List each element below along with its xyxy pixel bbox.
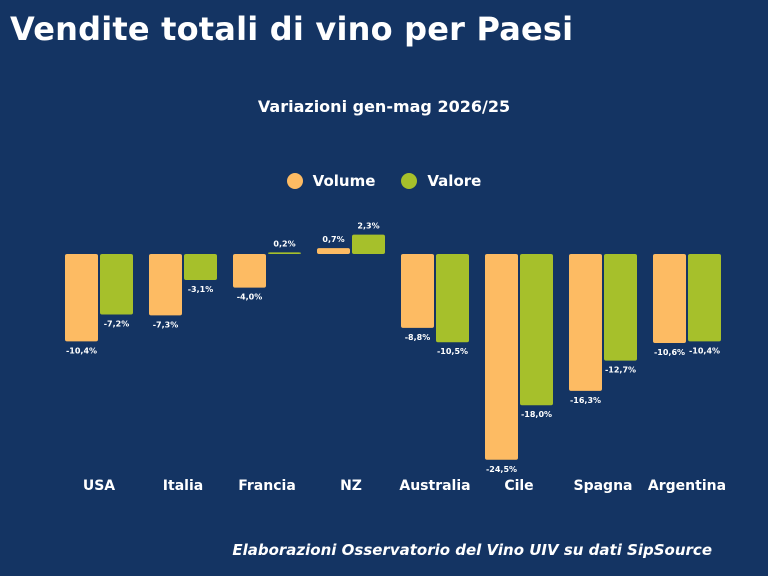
data-label-valore-francia: 0,2%: [273, 239, 295, 248]
chart-legend: Volume Valore: [0, 172, 768, 190]
bar-volume-argentina: [653, 254, 686, 344]
x-tick-label-cile: Cile: [504, 478, 533, 494]
bar-valore-francia: [268, 252, 301, 254]
data-label-valore-nz: 2,3%: [357, 222, 379, 231]
x-tick-label-italia: Italia: [163, 478, 203, 494]
data-label-valore-italia: -3,1%: [188, 285, 214, 294]
data-label-volume-spagna: -16,3%: [570, 396, 601, 405]
data-label-volume-cile: -24,5%: [486, 465, 517, 474]
bar-volume-italia: [149, 254, 182, 316]
bar-valore-nz: [352, 234, 385, 254]
x-tick-label-nz: NZ: [340, 478, 362, 494]
data-label-valore-australia: -10,5%: [437, 347, 468, 356]
data-label-valore-argentina: -10,4%: [689, 346, 720, 355]
legend-item-volume: Volume: [286, 172, 376, 190]
data-label-valore-cile: -18,0%: [521, 410, 552, 419]
data-label-valore-spagna: -12,7%: [605, 366, 636, 375]
data-label-volume-nz: 0,7%: [322, 235, 344, 244]
data-label-volume-argentina: -10,6%: [654, 348, 685, 357]
bar-volume-nz: [317, 248, 350, 254]
x-tick-label-australia: Australia: [399, 478, 470, 494]
x-tick-label-francia: Francia: [238, 478, 296, 494]
legend-swatch-volume: [286, 173, 303, 189]
legend-label-valore: Valore: [427, 172, 482, 190]
bar-valore-cile: [520, 254, 553, 406]
legend-item-valore: Valore: [401, 172, 481, 190]
bar-volume-francia: [233, 254, 266, 288]
page-title: Vendite totali di vino per Paesi: [10, 10, 574, 48]
bar-valore-usa: [100, 254, 133, 315]
x-tick-label-argentina: Argentina: [648, 478, 726, 494]
bar-volume-cile: [485, 254, 518, 460]
bar-volume-spagna: [569, 254, 602, 391]
chart-subtitle: Variazioni gen-mag 2026/25: [257, 97, 511, 116]
x-tick-label-usa: USA: [83, 478, 115, 494]
bar-volume-australia: [401, 254, 434, 328]
bar-volume-usa: [65, 254, 98, 342]
legend-label-volume: Volume: [312, 172, 376, 190]
legend-swatch-valore: [401, 173, 418, 189]
x-tick-label-spagna: Spagna: [574, 478, 633, 494]
bar-valore-spagna: [604, 254, 637, 361]
data-label-volume-usa: -10,4%: [66, 346, 97, 355]
data-label-valore-usa: -7,2%: [104, 319, 130, 328]
bar-valore-australia: [436, 254, 469, 343]
data-label-volume-australia: -8,8%: [405, 333, 431, 342]
source-credit: Elaborazioni Osservatorio del Vino UIV s…: [232, 541, 712, 559]
data-label-volume-francia: -4,0%: [237, 293, 263, 302]
data-label-volume-italia: -7,3%: [153, 320, 179, 329]
bar-valore-italia: [184, 254, 217, 281]
bar-valore-argentina: [688, 254, 721, 342]
